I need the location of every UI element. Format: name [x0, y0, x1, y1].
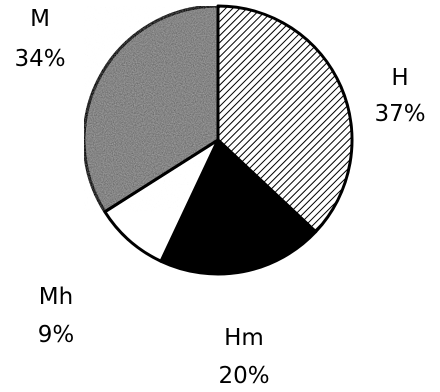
pie-slice-hm — [159, 138, 318, 276]
slice-label-hm: Hm — [224, 325, 264, 351]
slice-label-m: M — [30, 6, 50, 32]
pie-slice-m — [82, 4, 220, 214]
slice-label-mh: Mh — [39, 284, 73, 310]
slice-label-h: H — [391, 65, 408, 91]
slice-percent-m: 34% — [14, 46, 65, 72]
slice-percent-mh: 9% — [38, 322, 75, 348]
slice-percent-h: 37% — [374, 101, 425, 127]
pie-slice-h — [216, 4, 354, 234]
slice-percent-hm: 20% — [218, 363, 269, 389]
